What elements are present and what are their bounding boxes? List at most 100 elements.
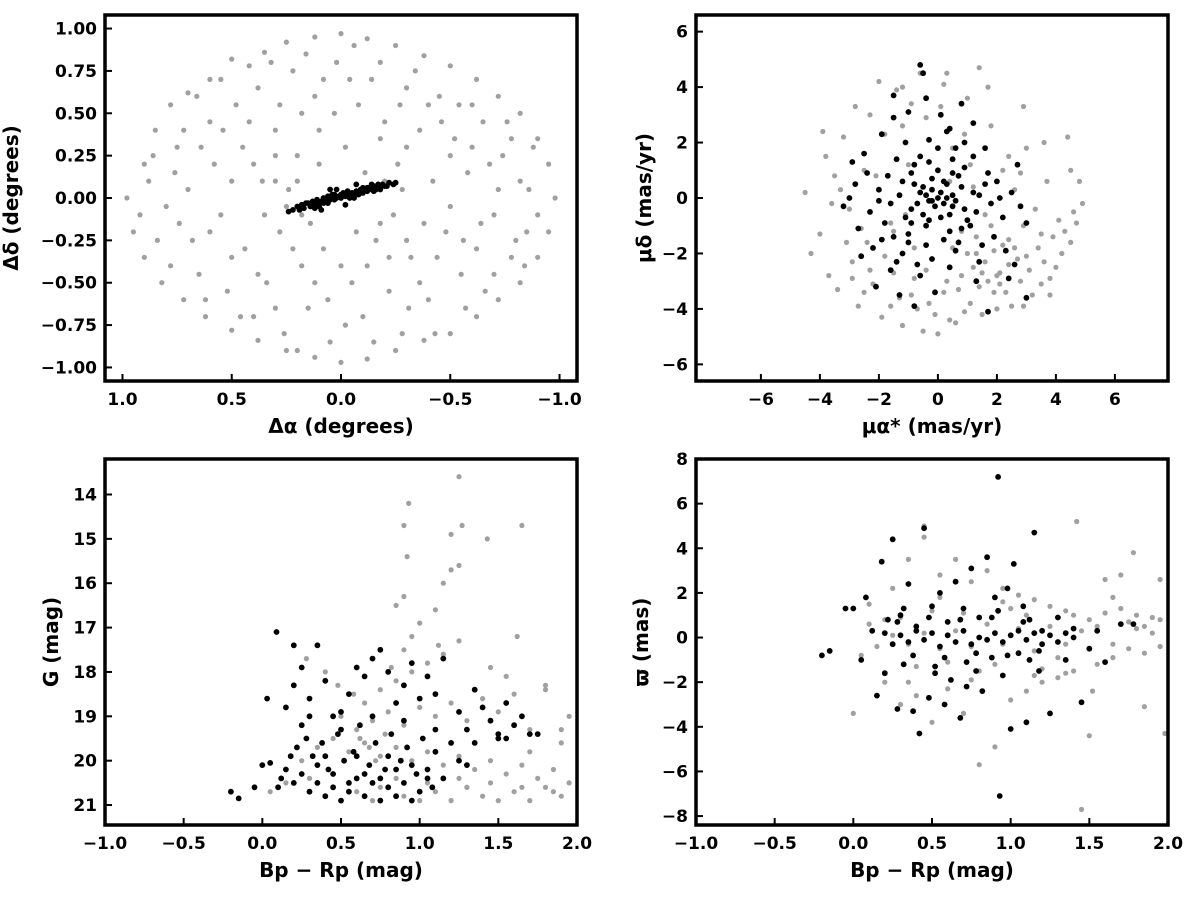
member-star-point bbox=[899, 250, 906, 257]
field-star-point bbox=[417, 127, 423, 133]
member-star-point bbox=[338, 709, 344, 715]
field-star-point bbox=[255, 337, 261, 343]
field-star-point bbox=[1079, 200, 1086, 207]
member-star-point bbox=[929, 630, 935, 636]
field-star-point bbox=[286, 186, 292, 193]
panel-sky: 1.0 0.5 0.0 −0.5 −1.0 −1.00 −0.75 −0.50 −0.25 0.0… bbox=[0, 13, 582, 438]
field-star-point bbox=[855, 303, 861, 309]
member-star-point bbox=[314, 762, 321, 768]
member-star-point bbox=[388, 731, 395, 737]
member-star-point bbox=[314, 780, 321, 786]
field-star-point bbox=[425, 102, 431, 108]
member-star-point bbox=[1015, 627, 1022, 634]
member-star-point bbox=[926, 159, 932, 165]
member-star-point bbox=[999, 214, 1006, 221]
field-star-point bbox=[542, 784, 549, 790]
member-star-point bbox=[331, 196, 338, 203]
field-star-point bbox=[923, 267, 929, 273]
member-star-point bbox=[911, 303, 918, 309]
member-star-point bbox=[325, 766, 332, 773]
field-star-point bbox=[1017, 170, 1024, 176]
field-star-point bbox=[976, 284, 982, 290]
field-star-point bbox=[440, 580, 446, 586]
field-star-point bbox=[218, 212, 224, 218]
points-layer bbox=[228, 474, 572, 804]
field-star-point bbox=[1063, 641, 1069, 647]
field-star-point bbox=[858, 652, 864, 659]
field-star-point bbox=[268, 59, 274, 65]
member-star-point bbox=[393, 793, 399, 800]
field-star-point bbox=[535, 136, 541, 142]
field-star-point bbox=[417, 798, 423, 804]
field-star-point bbox=[511, 789, 517, 795]
field-star-point bbox=[255, 85, 261, 91]
field-star-point bbox=[1039, 679, 1045, 685]
member-star-point bbox=[377, 186, 384, 193]
member-star-point bbox=[330, 784, 336, 791]
field-star-point bbox=[390, 212, 396, 218]
member-star-point bbox=[958, 184, 965, 190]
field-star-point bbox=[312, 280, 318, 286]
field-star-point bbox=[373, 237, 379, 243]
x-axis-label: Bp − Rp (mag) bbox=[259, 858, 423, 882]
field-star-point bbox=[283, 780, 289, 786]
y-tick-label: −0.50 bbox=[41, 274, 97, 294]
field-star-point bbox=[393, 678, 399, 684]
field-star-point bbox=[1071, 209, 1077, 215]
y-tick-label: 6 bbox=[676, 23, 688, 43]
field-star-point bbox=[362, 700, 368, 706]
field-star-point bbox=[550, 766, 557, 773]
member-star-point bbox=[970, 189, 977, 196]
member-star-point bbox=[361, 793, 368, 800]
member-star-point bbox=[471, 686, 478, 693]
member-star-point bbox=[926, 136, 932, 143]
field-star-point bbox=[517, 110, 523, 116]
member-star-point bbox=[369, 713, 376, 720]
field-star-point bbox=[408, 254, 414, 260]
member-star-point bbox=[349, 191, 355, 198]
field-star-point bbox=[335, 682, 341, 688]
member-star-point bbox=[932, 289, 938, 296]
field-star-point bbox=[325, 297, 331, 303]
member-star-point bbox=[855, 225, 862, 232]
member-star-point bbox=[910, 652, 916, 659]
member-star-point bbox=[424, 766, 431, 773]
member-star-point bbox=[911, 161, 918, 168]
field-star-point bbox=[299, 110, 305, 116]
member-star-point bbox=[911, 181, 918, 188]
x-tick-label: 0.0 bbox=[247, 834, 277, 854]
x-tick-label: 0 bbox=[932, 390, 944, 410]
field-star-point bbox=[401, 647, 407, 653]
member-star-point bbox=[864, 170, 870, 176]
member-star-point bbox=[322, 793, 329, 800]
member-star-point bbox=[890, 92, 897, 99]
member-star-point bbox=[999, 639, 1006, 645]
field-star-point bbox=[519, 762, 525, 768]
member-star-point bbox=[330, 713, 336, 720]
member-star-point bbox=[416, 695, 423, 702]
y-axis-label: ϖ (mas) bbox=[629, 598, 653, 687]
field-star-point bbox=[890, 585, 896, 592]
y-tick-label: −8 bbox=[662, 807, 688, 827]
member-star-point bbox=[372, 740, 379, 746]
field-star-point bbox=[829, 200, 835, 207]
field-star-point bbox=[1000, 242, 1006, 248]
member-star-point bbox=[916, 730, 923, 737]
member-star-point bbox=[307, 203, 314, 210]
member-star-point bbox=[943, 128, 950, 135]
field-star-point bbox=[546, 161, 552, 167]
field-star-point bbox=[852, 103, 858, 110]
x-tick-label: 2.0 bbox=[562, 834, 592, 854]
field-star-point bbox=[1126, 646, 1132, 652]
x-tick-label: −1.0 bbox=[83, 834, 128, 854]
field-star-point bbox=[558, 793, 564, 799]
field-star-point bbox=[385, 709, 391, 715]
field-star-point bbox=[1133, 626, 1140, 632]
field-star-point bbox=[224, 288, 230, 294]
field-star-point bbox=[558, 740, 564, 746]
field-star-point bbox=[377, 59, 383, 65]
field-star-point bbox=[371, 339, 377, 345]
field-star-point bbox=[1044, 178, 1050, 184]
field-star-point bbox=[469, 144, 475, 150]
field-star-point bbox=[386, 254, 392, 260]
